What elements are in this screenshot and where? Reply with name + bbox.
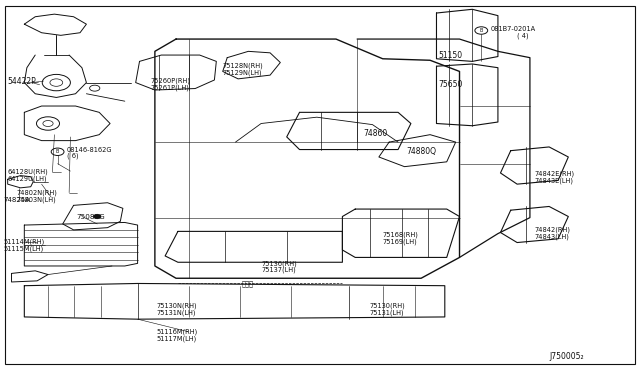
Text: 74860: 74860 <box>364 129 388 138</box>
Text: 54422P: 54422P <box>8 77 36 86</box>
Text: 75260P(RH): 75260P(RH) <box>150 78 191 84</box>
Text: 51117M(LH): 51117M(LH) <box>157 335 197 342</box>
Text: 75261P(LH): 75261P(LH) <box>150 84 189 91</box>
Text: 51116M(RH): 51116M(RH) <box>157 328 198 335</box>
Text: 74880Q: 74880Q <box>406 147 436 156</box>
Text: 未装売: 未装売 <box>242 280 254 287</box>
Text: 75131N(LH): 75131N(LH) <box>157 309 196 316</box>
Text: 74803N(LH): 74803N(LH) <box>16 196 56 203</box>
Text: 75168(RH): 75168(RH) <box>383 232 419 238</box>
Text: 75131(LH): 75131(LH) <box>370 309 404 316</box>
Text: 74843(LH): 74843(LH) <box>534 233 569 240</box>
Text: 64128U(RH): 64128U(RH) <box>8 169 49 175</box>
Text: 08146-8162G: 08146-8162G <box>67 147 112 153</box>
Text: 081B7-0201A: 081B7-0201A <box>490 26 536 32</box>
Text: 74825A: 74825A <box>3 197 30 203</box>
Text: 74842(RH): 74842(RH) <box>534 227 570 233</box>
Text: 64129U(LH): 64129U(LH) <box>8 175 47 182</box>
Text: 74802N(RH): 74802N(RH) <box>16 189 57 196</box>
Text: 75130(RH): 75130(RH) <box>370 302 406 309</box>
Text: B: B <box>56 149 60 154</box>
Text: B: B <box>479 28 483 33</box>
Text: 75650: 75650 <box>438 80 463 89</box>
Text: 74842E(RH): 74842E(RH) <box>534 171 575 177</box>
Text: 75136(RH): 75136(RH) <box>261 260 297 267</box>
Text: 75129N(LH): 75129N(LH) <box>223 70 262 76</box>
Text: 75130N(RH): 75130N(RH) <box>157 302 197 309</box>
Text: 51114M(RH): 51114M(RH) <box>3 238 44 245</box>
Text: 75137(LH): 75137(LH) <box>261 267 296 273</box>
Text: 51150: 51150 <box>438 51 463 60</box>
Text: ( 6): ( 6) <box>67 153 78 160</box>
Text: 75080G: 75080G <box>77 214 106 219</box>
Text: J750005₂: J750005₂ <box>549 352 584 361</box>
Text: ( 4): ( 4) <box>517 32 529 39</box>
Circle shape <box>93 214 101 219</box>
Text: 51115M(LH): 51115M(LH) <box>3 245 44 252</box>
Text: 74843E(LH): 74843E(LH) <box>534 177 573 184</box>
Text: 75169(LH): 75169(LH) <box>383 238 417 245</box>
Text: 75128N(RH): 75128N(RH) <box>223 63 264 70</box>
